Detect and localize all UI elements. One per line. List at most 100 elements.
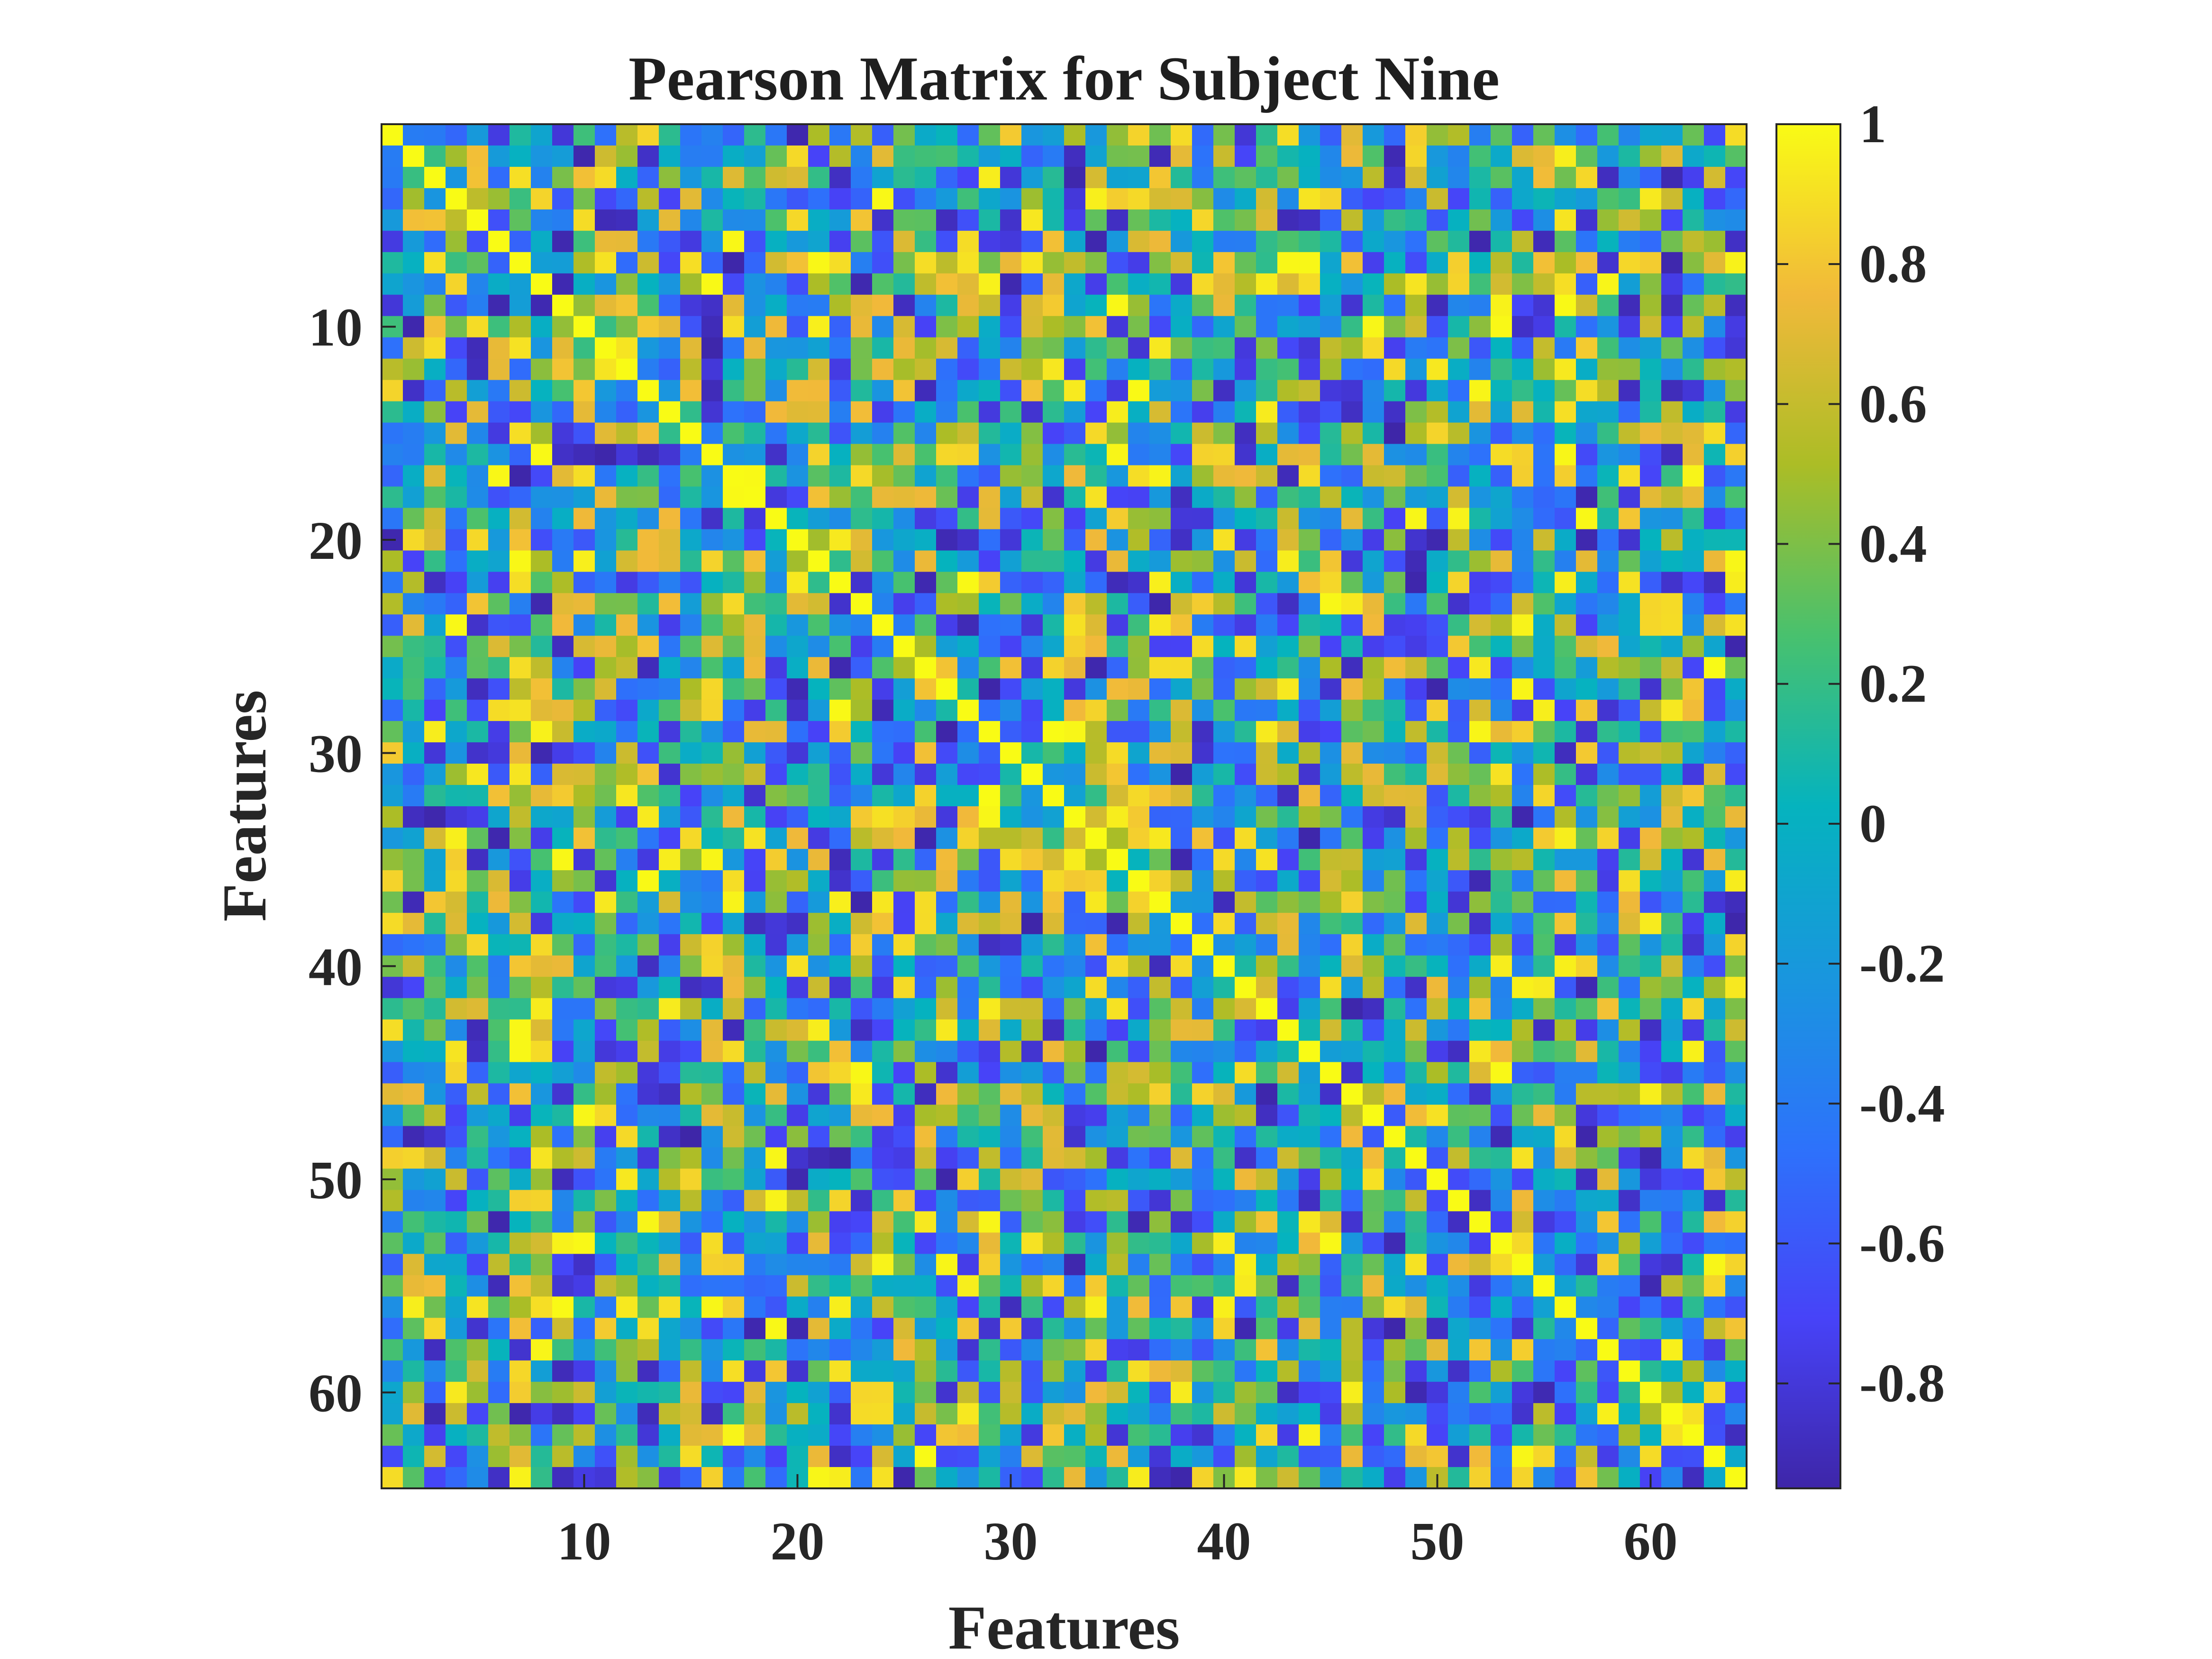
heatmap-cell [1128, 1019, 1150, 1041]
heatmap-cell [1469, 1360, 1491, 1382]
heatmap-cell [1725, 422, 1747, 445]
heatmap-cell [510, 934, 531, 956]
heatmap-cell [1427, 465, 1448, 487]
heatmap-cell [1128, 1083, 1150, 1105]
heatmap-cell [446, 1254, 467, 1276]
heatmap-cell [1149, 1190, 1171, 1212]
heatmap-cell [1192, 1211, 1214, 1233]
heatmap-cell [616, 678, 638, 700]
heatmap-cell [1469, 1083, 1491, 1105]
heatmap-cell [1384, 124, 1406, 146]
heatmap-cell [872, 1019, 894, 1041]
heatmap-cell [1363, 572, 1384, 593]
heatmap-cell [1171, 700, 1192, 721]
heatmap-cell [1107, 209, 1129, 231]
heatmap-cell [1128, 166, 1150, 189]
heatmap-cell [957, 572, 979, 593]
heatmap-cell [1149, 827, 1171, 849]
heatmap-cell [893, 593, 915, 615]
colorbar-tick-label: 0.8 [1859, 234, 1927, 294]
heatmap-cell [1469, 1296, 1491, 1318]
heatmap-cell [957, 1254, 979, 1276]
heatmap-cell [467, 827, 489, 849]
heatmap-cell [1725, 700, 1747, 721]
heatmap-cell [1725, 465, 1747, 487]
heatmap-cell [659, 1040, 681, 1063]
heatmap-cell [488, 1296, 510, 1318]
heatmap-cell [424, 401, 446, 423]
heatmap-cell [1341, 1232, 1363, 1254]
heatmap-cell [915, 380, 937, 402]
heatmap-cell [701, 1062, 723, 1084]
heatmap-cell [446, 1190, 467, 1212]
heatmap-cell [637, 976, 659, 999]
heatmap-cell [1661, 166, 1683, 189]
heatmap-cell [573, 848, 595, 871]
heatmap-cell [595, 1104, 617, 1127]
heatmap-cell [1576, 742, 1598, 764]
heatmap-cell [1107, 444, 1129, 466]
heatmap-cell [744, 934, 766, 956]
heatmap-cell [1171, 1104, 1192, 1127]
heatmap-cell [701, 806, 723, 828]
heatmap-cell [744, 1318, 766, 1340]
heatmap-cell [1683, 1403, 1704, 1425]
heatmap-cell [829, 1040, 851, 1063]
heatmap-cell [1235, 1382, 1256, 1404]
heatmap-cell [488, 764, 510, 785]
heatmap-cell [573, 1382, 595, 1404]
heatmap-cell [723, 166, 745, 189]
heatmap-cell [424, 1083, 446, 1105]
heatmap-cell [701, 934, 723, 956]
heatmap-cell [424, 1254, 446, 1276]
heatmap-cell [1128, 1424, 1150, 1446]
heatmap-cell [1299, 955, 1320, 977]
heatmap-cell [765, 1360, 787, 1382]
heatmap-cell [723, 1254, 745, 1276]
heatmap-cell [872, 1339, 894, 1361]
heatmap-cell [893, 1275, 915, 1297]
heatmap-cell [1640, 742, 1662, 764]
heatmap-cell [1256, 593, 1278, 615]
heatmap-cell [1085, 465, 1107, 487]
heatmap-cell [1704, 848, 1726, 871]
heatmap-cell [1213, 572, 1235, 593]
heatmap-cell [1235, 614, 1256, 636]
heatmap-cell [1533, 636, 1555, 657]
heatmap-cell [1256, 806, 1278, 828]
heatmap-cell [1725, 636, 1747, 657]
heatmap-cell [659, 700, 681, 721]
heatmap-cell [1533, 145, 1555, 167]
heatmap-cell [595, 1467, 617, 1489]
heatmap-cell [1384, 1040, 1406, 1063]
heatmap-cell [1469, 252, 1491, 274]
heatmap-cell [552, 444, 574, 466]
heatmap-cell [1341, 124, 1363, 146]
heatmap-cell [957, 891, 979, 913]
heatmap-cell [1235, 465, 1256, 487]
heatmap-cell [1000, 764, 1022, 785]
heatmap-cell [1533, 678, 1555, 700]
heatmap-cell [467, 806, 489, 828]
heatmap-cell [744, 252, 766, 274]
heatmap-cell [1128, 1147, 1150, 1169]
heatmap-cell [552, 1296, 574, 1318]
heatmap-cell [1149, 806, 1171, 828]
heatmap-cell [936, 1339, 958, 1361]
heatmap-cell [1149, 1254, 1171, 1276]
heatmap-cell [1491, 1360, 1512, 1382]
heatmap-cell [872, 1424, 894, 1446]
heatmap-cell [1640, 657, 1662, 679]
heatmap-cell [1256, 1019, 1278, 1041]
heatmap-cell [787, 700, 809, 721]
heatmap-cell [1192, 742, 1214, 764]
heatmap-cell [1704, 316, 1726, 338]
heatmap-cell [1064, 1190, 1086, 1212]
heatmap-cell [765, 1339, 787, 1361]
heatmap-cell [744, 891, 766, 913]
heatmap-cell [1640, 1019, 1662, 1041]
heatmap-cell [1171, 593, 1192, 615]
heatmap-cell [1149, 1318, 1171, 1340]
heatmap-cell [552, 230, 574, 253]
heatmap-cell [1064, 721, 1086, 743]
